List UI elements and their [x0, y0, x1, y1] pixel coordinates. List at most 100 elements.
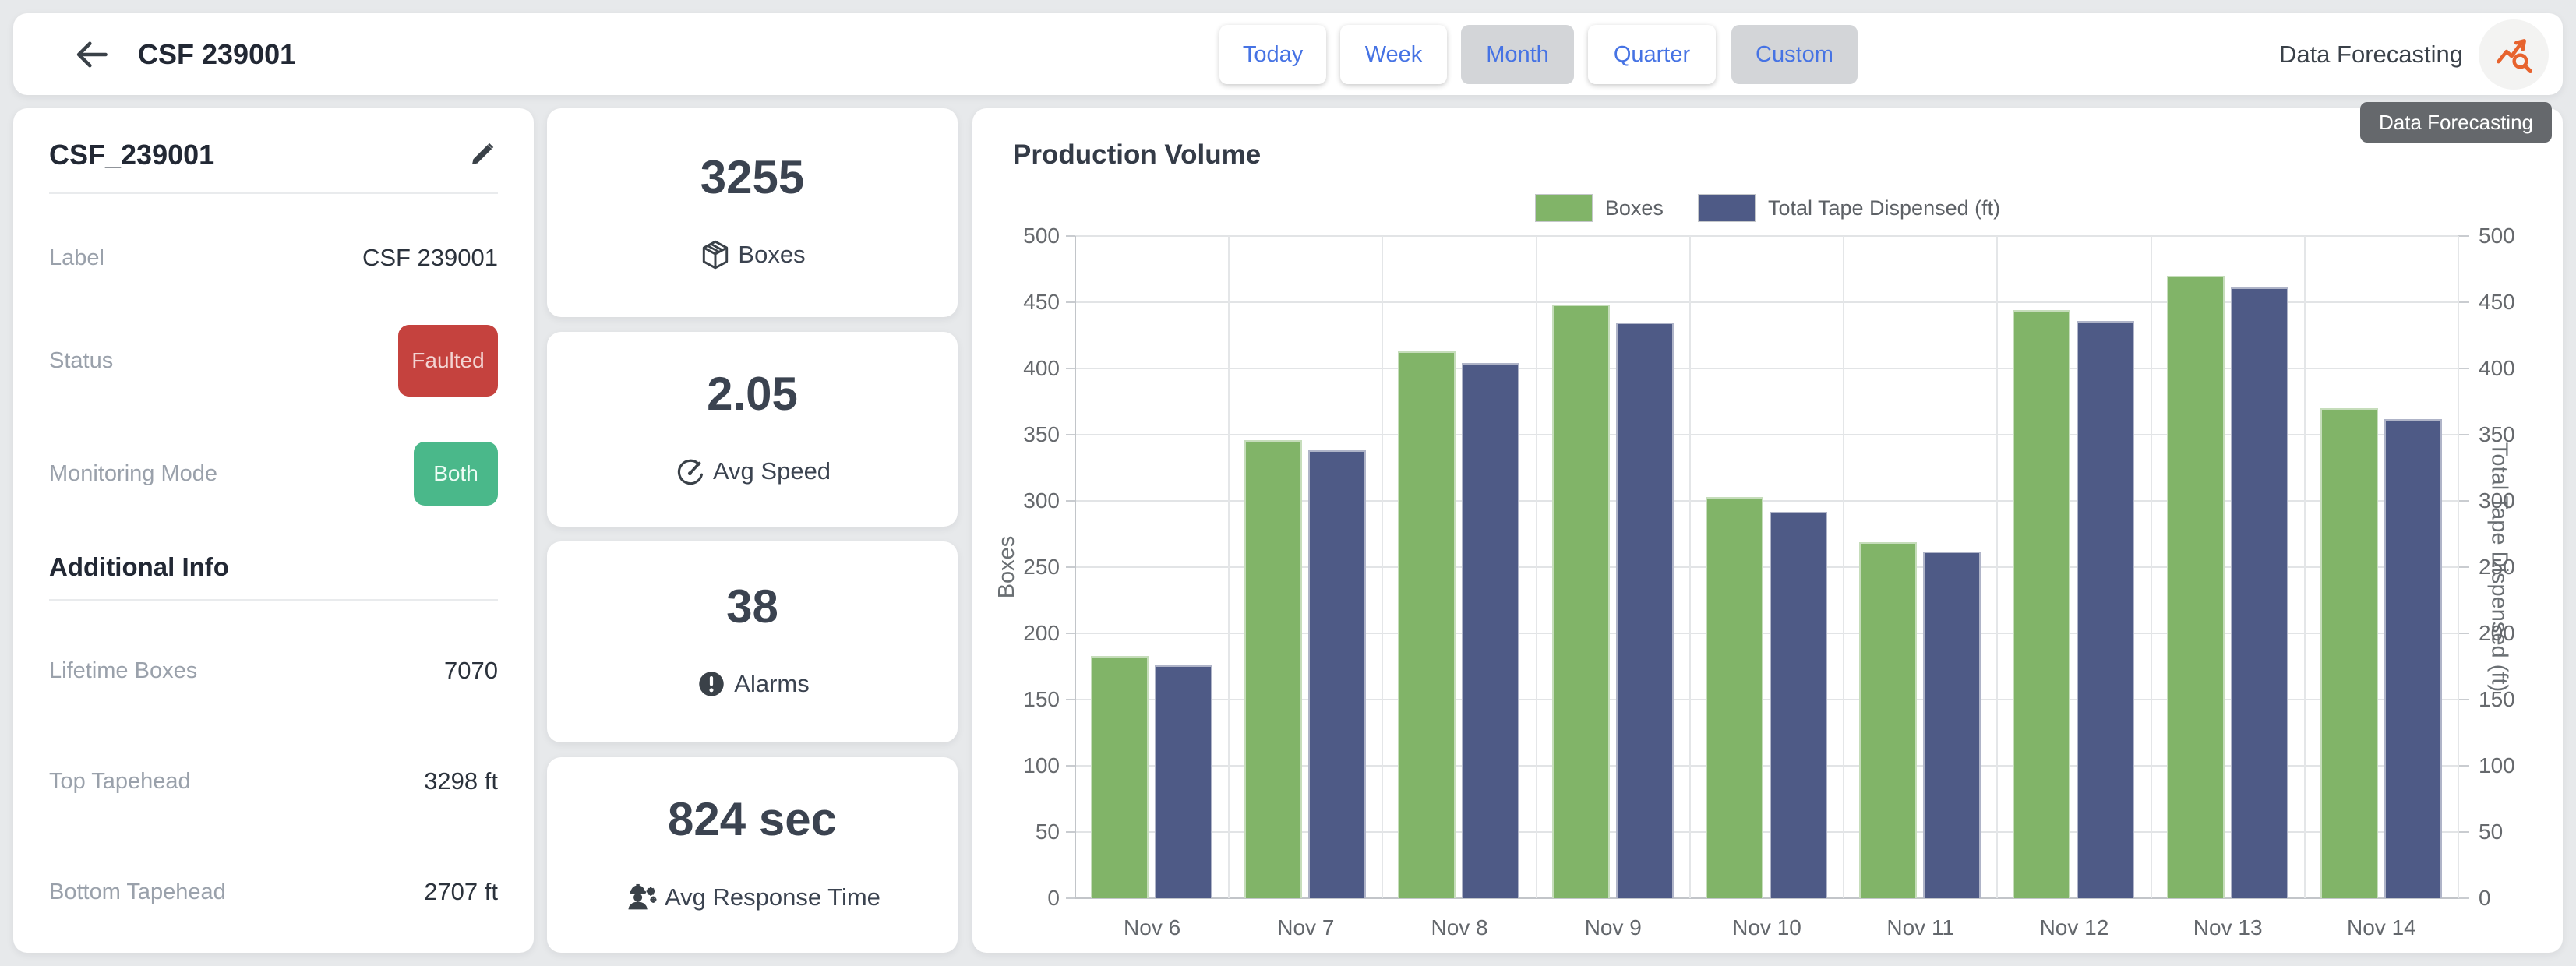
y-tick-label: 0: [2479, 886, 2491, 910]
x-tick-label: Nov 14: [2347, 915, 2416, 940]
alert-circle-icon: [695, 668, 728, 700]
legend-swatch-total-tape: [1697, 194, 1756, 222]
tick: [1066, 831, 1075, 833]
bar-tape-nov-10: [1769, 511, 1827, 898]
tick: [2458, 765, 2469, 767]
field-value: 3298 ft: [424, 767, 498, 795]
x-tick-label: Nov 12: [2039, 915, 2109, 940]
engineer-icon: [624, 880, 658, 915]
legend-label: Boxes: [1604, 196, 1664, 220]
y-tick-label: 350: [1023, 422, 1060, 446]
y-tick-label: 100: [1023, 753, 1060, 777]
stat-value: 824 sec: [668, 792, 837, 845]
stat-value: 3255: [700, 151, 805, 203]
legend-item-boxes[interactable]: Boxes: [1534, 194, 1664, 222]
field-label: Top Tapehead: [49, 768, 191, 794]
range-button-custom[interactable]: Custom: [1731, 25, 1858, 84]
gridline: [2303, 236, 2306, 898]
y-tick-label: 250: [2479, 555, 2515, 579]
back-arrow-icon[interactable]: [71, 33, 113, 76]
gridline: [1075, 765, 2458, 767]
x-tick-label: Nov 13: [2193, 915, 2263, 940]
tick: [1066, 566, 1075, 568]
x-tick-label: Nov 7: [1277, 915, 1335, 940]
gridline: [1075, 368, 2458, 369]
bar-tape-nov-8: [1462, 363, 1520, 898]
status-badge: Faulted: [398, 325, 498, 397]
tick: [1066, 699, 1075, 700]
gridline: [1075, 500, 2458, 502]
bar-boxes-nov-6: [1091, 655, 1149, 898]
legend-item-total-tape[interactable]: Total Tape Dispensed (ft): [1697, 194, 2001, 222]
edit-pencil-icon[interactable]: [465, 139, 498, 171]
y-tick-label: 450: [1023, 290, 1060, 314]
bar-boxes-nov-12: [2013, 310, 2071, 898]
tick: [2458, 235, 2469, 237]
gridline: [1075, 897, 2458, 899]
range-button-month[interactable]: Month: [1461, 25, 1574, 84]
tick: [1066, 434, 1075, 435]
chart-title: Production Volume: [1013, 139, 1262, 170]
y-tick-label: 400: [2479, 356, 2515, 380]
stat-card-boxes: 3255 Boxes: [547, 108, 958, 317]
y-tick-label: 200: [1023, 621, 1060, 645]
gridline: [1228, 236, 1230, 898]
gridline: [1075, 633, 2458, 634]
stat-label: Avg Response Time: [665, 883, 880, 911]
gridline: [1075, 699, 2458, 700]
speedometer-icon: [674, 455, 707, 488]
gridline: [1689, 236, 1691, 898]
y-tick-label: 50: [1035, 820, 1060, 844]
tick: [1066, 235, 1075, 237]
bar-tape-nov-13: [2230, 287, 2288, 898]
legend-swatch-boxes: [1534, 194, 1593, 222]
y-tick-label: 300: [1023, 488, 1060, 513]
machine-name: CSF_239001: [49, 139, 215, 171]
tick: [2458, 633, 2469, 634]
tick: [1066, 897, 1075, 899]
x-tick-label: Nov 9: [1584, 915, 1642, 940]
tick: [1066, 301, 1075, 303]
y-tick-label: 50: [2479, 820, 2504, 844]
stat-value: 2.05: [707, 368, 798, 420]
bar-boxes-nov-8: [1398, 351, 1456, 898]
trend-magnifier-icon: [2497, 38, 2533, 73]
y-tick-label: 250: [1023, 555, 1060, 579]
y-tick-label: 300: [2479, 488, 2515, 513]
bar-tape-nov-12: [2077, 320, 2135, 898]
bar-tape-nov-9: [1615, 322, 1674, 898]
stat-label: Avg Speed: [712, 457, 831, 485]
forecasting-label: Data Forecasting: [2278, 40, 2463, 68]
field-label: Monitoring Mode: [49, 460, 217, 486]
bar-tape-nov-7: [1308, 450, 1367, 898]
production-volume-card: Production Volume Boxes Total Tape Dispe…: [972, 108, 2563, 953]
gridline: [2458, 236, 2459, 898]
bar-boxes-nov-10: [1705, 496, 1763, 898]
tick: [1066, 633, 1075, 634]
field-label: Status: [49, 347, 114, 373]
data-forecasting-button[interactable]: [2479, 19, 2549, 90]
tick: [2458, 897, 2469, 899]
y-tick-label: 100: [2479, 753, 2515, 777]
legend-label: Total Tape Dispensed (ft): [1767, 196, 2001, 220]
field-value: 2707 ft: [424, 878, 498, 905]
box-icon: [699, 238, 732, 271]
gridline: [1075, 434, 2458, 435]
range-button-week[interactable]: Week: [1340, 25, 1447, 84]
tick: [1066, 368, 1075, 369]
field-label: Label: [49, 245, 104, 270]
gridline: [1075, 236, 1076, 898]
data-forecasting-tooltip: Data Forecasting: [2360, 102, 2552, 143]
x-tick-label: Nov 6: [1124, 915, 1181, 940]
range-button-quarter[interactable]: Quarter: [1588, 25, 1716, 84]
section-title: Additional Info: [49, 552, 229, 581]
field-value: CSF 239001: [362, 244, 498, 271]
stat-card-avg-speed: 2.05 Avg Speed: [547, 332, 958, 527]
y-tick-label: 150: [2479, 687, 2515, 711]
stat-label: Alarms: [734, 670, 810, 697]
y-tick-label: 500: [2479, 224, 2515, 248]
range-button-today[interactable]: Today: [1219, 25, 1326, 84]
gridline: [2150, 236, 2152, 898]
stat-value: 38: [726, 580, 778, 633]
y-tick-label: 350: [2479, 422, 2515, 446]
